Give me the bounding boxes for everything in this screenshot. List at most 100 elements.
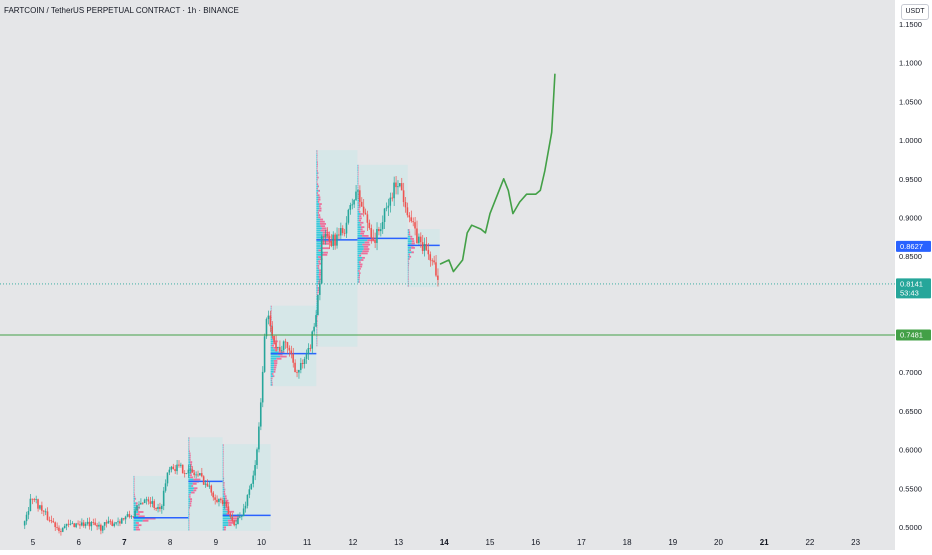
profile-bar-buy [316, 261, 318, 263]
profile-bar-buy [357, 176, 358, 178]
profile-bar-buy [223, 506, 226, 508]
profile-bar-buy [357, 261, 359, 263]
profile-bar-buy [316, 188, 317, 190]
candle-body [399, 183, 401, 186]
profile-bar-buy [316, 190, 318, 192]
profile-bar-buy [134, 480, 135, 482]
profile-bar-buy [188, 500, 190, 502]
profile-bar-buy [357, 200, 359, 202]
profile-bar-buy [316, 155, 317, 157]
candle-body [431, 260, 433, 261]
candle-body [252, 476, 254, 484]
profile-bar-sell [272, 345, 274, 347]
profile-bar-buy [357, 187, 358, 189]
profile-bar-sell [365, 242, 370, 244]
candle-body [129, 514, 131, 517]
price-axis[interactable]: 0.50000.55000.60000.65000.70000.75000.80… [895, 0, 932, 550]
profile-bar-buy [357, 213, 360, 215]
profile-bar-sell [194, 487, 197, 489]
candle-body [176, 465, 178, 471]
candle-body [205, 484, 207, 485]
candle-body [35, 499, 37, 500]
candle-body [207, 484, 209, 487]
profile-bar-sell [224, 478, 225, 480]
profile-bar-sell [136, 522, 139, 524]
profile-bar-buy [188, 461, 190, 463]
profile-bar-sell [320, 223, 326, 225]
y-tick-label: 1.1000 [899, 59, 922, 68]
profile-bar-sell [271, 317, 272, 319]
candle-body [151, 501, 153, 504]
profile-bar-sell [317, 183, 318, 185]
candle-body [134, 511, 136, 517]
candle-body [165, 483, 167, 490]
profile-bar-sell [272, 373, 273, 375]
profile-bar-buy [223, 509, 226, 511]
profile-bar-buy [188, 448, 189, 450]
candle-body [161, 506, 163, 509]
chart-title: FARTCOIN / TetherUS PERPETUAL CONTRACT ·… [4, 6, 239, 15]
candle-body [249, 489, 251, 495]
candle-body [365, 213, 367, 215]
profile-bar-buy [316, 329, 317, 331]
profile-bar-sell [408, 263, 409, 265]
volume-profile-box [408, 229, 440, 287]
candle-body [100, 525, 102, 531]
candle-body [201, 473, 203, 476]
profile-bar-buy [223, 524, 229, 526]
profile-bar-sell [317, 320, 318, 322]
profile-bar-buy [408, 231, 409, 233]
candle-body [258, 427, 260, 450]
profile-bar-buy [316, 227, 322, 229]
candle-body [237, 518, 239, 524]
profile-bar-buy [223, 460, 224, 462]
profile-bar-buy [316, 287, 318, 289]
profile-bar-buy [316, 278, 319, 280]
candle-body [437, 276, 439, 280]
profile-bar-buy [223, 526, 224, 528]
profile-bar-sell [318, 190, 320, 192]
chart-area[interactable]: 5678910111213141516171819202122232 [0, 0, 895, 550]
y-tick-label: 0.8500 [899, 252, 922, 261]
candle-body [338, 234, 340, 235]
profile-bar-sell [317, 179, 318, 181]
profile-bar-sell [412, 242, 415, 244]
candle-body [329, 236, 331, 242]
profile-bar-sell [189, 452, 190, 454]
profile-bar-sell [223, 444, 224, 446]
profile-bar-buy [271, 364, 274, 366]
profile-bar-sell [190, 505, 192, 507]
candle-body [45, 511, 47, 512]
profile-bar-buy [271, 340, 274, 342]
profile-bar-sell [317, 174, 318, 176]
candle-body [342, 228, 344, 233]
candle-body [296, 372, 298, 373]
candle-body [54, 522, 56, 527]
profile-bar-sell [271, 377, 272, 379]
candle-body [327, 234, 329, 235]
profile-bar-sell [223, 458, 224, 460]
profile-bar-buy [134, 520, 143, 522]
candle-body [407, 207, 409, 215]
profile-bar-sell [317, 159, 318, 161]
profile-bar-buy [408, 242, 412, 244]
candle-body [33, 499, 35, 500]
profile-bar-sell [361, 228, 363, 230]
profile-bar-sell [228, 524, 231, 526]
profile-bar-buy [271, 327, 272, 329]
currency-button[interactable]: USDT [901, 4, 929, 20]
profile-bar-buy [271, 382, 272, 384]
candle-body [209, 486, 211, 487]
profile-bar-buy [408, 260, 409, 262]
profile-bar-buy [188, 498, 190, 500]
candle-body [380, 229, 382, 231]
profile-bar-buy [357, 244, 362, 246]
candle-body [355, 192, 357, 200]
profile-bar-sell [189, 496, 190, 498]
profile-bar-sell [317, 316, 318, 318]
profile-bar-buy [408, 276, 409, 278]
profile-bar-buy [316, 258, 319, 260]
profile-bar-sell [318, 250, 321, 252]
profile-bar-buy [271, 349, 275, 351]
profile-bar-sell [223, 464, 224, 466]
